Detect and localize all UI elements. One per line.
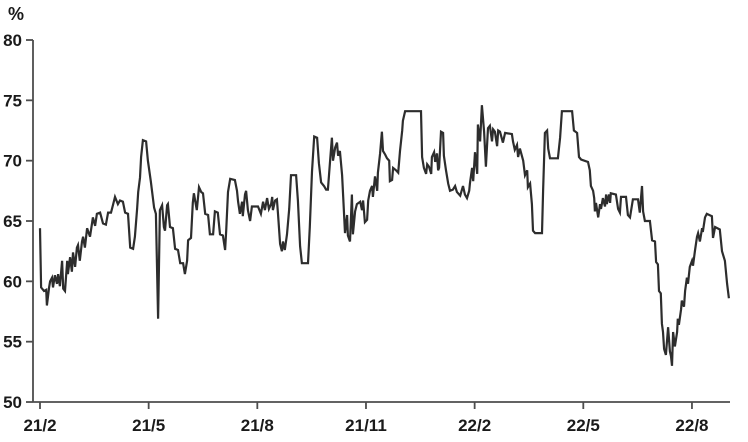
x-tick-label: 22/2 xyxy=(458,416,491,435)
y-tick-label: 50 xyxy=(3,393,22,412)
x-tick-label: 21/8 xyxy=(241,416,274,435)
x-tick-label: 22/8 xyxy=(675,416,708,435)
y-tick-label: 60 xyxy=(3,272,22,291)
x-tick-label: 21/5 xyxy=(132,416,165,435)
y-tick-label: 70 xyxy=(3,152,22,171)
y-axis-unit-label: % xyxy=(8,4,25,24)
y-tick-label: 55 xyxy=(3,333,22,352)
x-tick-label: 22/5 xyxy=(567,416,600,435)
x-tick-label: 21/2 xyxy=(23,416,56,435)
x-tick-label: 21/11 xyxy=(345,416,387,435)
y-tick-label: 65 xyxy=(3,212,22,231)
series-line xyxy=(38,105,730,366)
y-tick-label: 80 xyxy=(3,31,22,50)
y-tick-label: 75 xyxy=(3,91,22,110)
